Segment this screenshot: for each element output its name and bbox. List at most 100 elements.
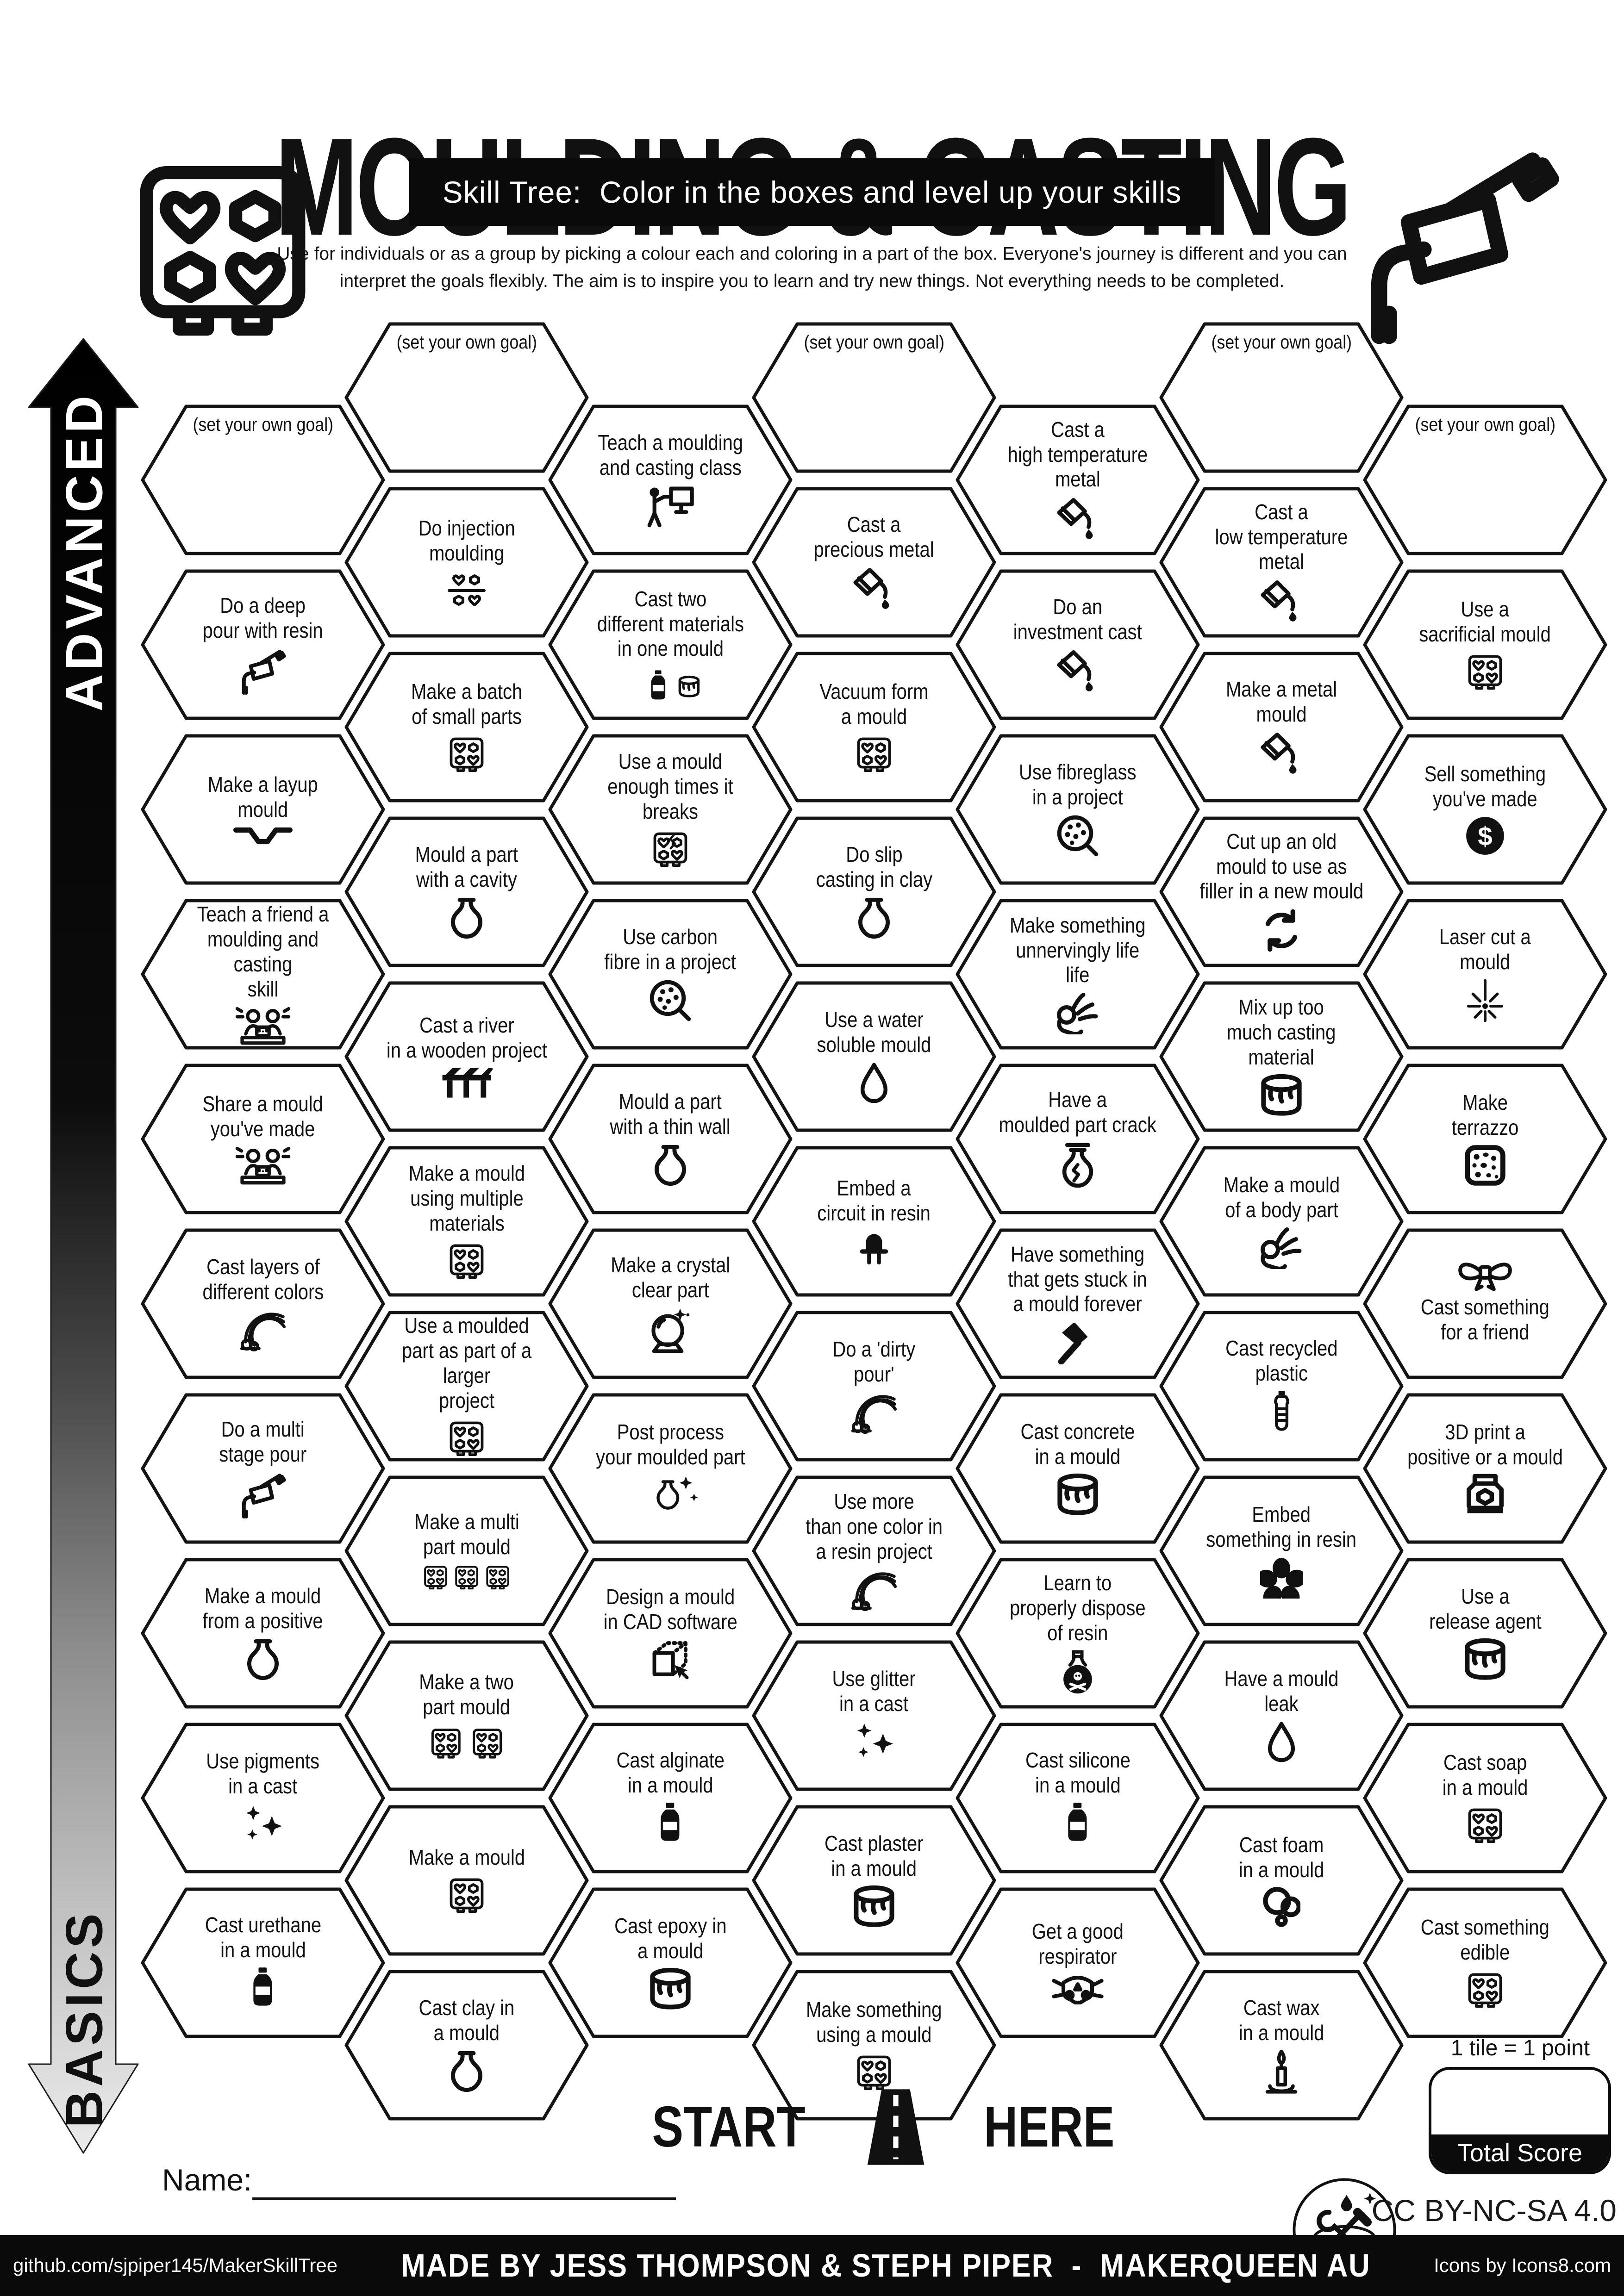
hex-vacuum-form-a-mould[interactable]: Vacuum form a mould: [751, 651, 997, 803]
name-input-line[interactable]: [252, 2197, 676, 2200]
hex-use-pigments-in-a-cast[interactable]: Use pigments in a cast: [140, 1722, 386, 1874]
hex-label: Use glitter in a cast: [832, 1667, 916, 1716]
hex-cut-up-an-old-mould-to-use-as-filler-in-a-new-mo[interactable]: Cut up an old mould to use as filler in …: [1159, 815, 1404, 968]
hex-make-a-mould[interactable]: Make a mould: [344, 1804, 589, 1957]
crucible-pour-icon: [1054, 496, 1102, 541]
hex-label: Cast a precious metal: [813, 512, 935, 561]
hex-make-a-mould-from-a-positive[interactable]: Make a mould from a positive: [140, 1557, 386, 1710]
hex-do-a-multi-stage-pour[interactable]: Do a multi stage pour: [140, 1392, 386, 1545]
hex-3d-print-a-positive-or-a-mould[interactable]: 3D print a positive or a mould: [1362, 1392, 1608, 1545]
hex-make-a-layup-mould[interactable]: Make a layup mould: [140, 733, 386, 886]
hex-cast-clay-in-a-mould[interactable]: Cast clay in a mould: [344, 1969, 589, 2122]
hex-content: Make a mould: [371, 1809, 562, 1951]
hex-content: Share a mould you've made: [167, 1067, 359, 1210]
hex-mould-a-part-with-a-thin-wall[interactable]: Mould a part with a thin wall: [548, 1063, 793, 1215]
hex-make-something-using-a-mould[interactable]: Make something using a mould: [751, 1969, 997, 2122]
rainbow-icon: [850, 1391, 898, 1434]
hex-cast-foam-in-a-mould[interactable]: Cast foam in a mould: [1159, 1804, 1404, 1957]
hex-make-a-crystal-clear-part[interactable]: Make a crystal clear part: [548, 1227, 793, 1380]
hex-cast-a-high-temperature-metal[interactable]: Cast a high temperature metal: [955, 404, 1200, 556]
hex-outline: [1363, 569, 1607, 720]
hex-post-process-your-moulded-part[interactable]: Post process your moulded part: [548, 1392, 793, 1545]
hex-get-a-good-respirator[interactable]: Get a good respirator: [955, 1886, 1200, 2039]
hex-content: Mould a part with a thin wall: [575, 1067, 766, 1210]
hex-learn-to-properly-dispose-of-resin[interactable]: Learn to properly dispose of resin: [955, 1557, 1200, 1710]
hex-cast-plaster-in-a-mould[interactable]: Cast plaster in a mould: [751, 1804, 997, 1957]
hex-set-your-own-goal[interactable]: (set your own goal): [751, 321, 997, 474]
hex-cast-alginate-in-a-mould[interactable]: Cast alginate in a mould: [548, 1722, 793, 1874]
hex-label: Do a multi stage pour: [219, 1417, 307, 1466]
hex-cast-something-for-a-friend[interactable]: Cast something for a friend: [1362, 1227, 1608, 1380]
hex-sell-something-you-ve-made[interactable]: Sell something you've made: [1362, 733, 1608, 886]
hex-do-a-deep-pour-with-resin[interactable]: Do a deep pour with resin: [140, 568, 386, 721]
hex-content: Learn to properly dispose of resin: [982, 1562, 1174, 1704]
hex-use-a-release-agent[interactable]: Use a release agent: [1362, 1557, 1608, 1710]
hex-cast-something-edible[interactable]: Cast something edible: [1362, 1886, 1608, 2039]
hex-set-your-own-goal[interactable]: (set your own goal): [1362, 404, 1608, 556]
hex-outline: [1363, 1228, 1607, 1379]
hex-use-a-mould-enough-times-it-breaks[interactable]: Use a mould enough times it breaks: [548, 733, 793, 886]
hex-mould-a-part-with-a-cavity[interactable]: Mould a part with a cavity: [344, 815, 589, 968]
hex-cast-a-precious-metal[interactable]: Cast a precious metal: [751, 486, 997, 639]
hex-content: Make a crystal clear part: [575, 1232, 766, 1375]
hex-design-a-mould-in-cad-software[interactable]: Design a mould in CAD software: [548, 1557, 793, 1710]
hex-do-an-investment-cast[interactable]: Do an investment cast: [955, 568, 1200, 721]
hex-cast-wax-in-a-mould[interactable]: Cast wax in a mould: [1159, 1969, 1404, 2122]
hex-do-injection-moulding[interactable]: Do injection moulding: [344, 486, 589, 639]
hex-cast-concrete-in-a-mould[interactable]: Cast concrete in a mould: [955, 1392, 1200, 1545]
hex-cast-layers-of-different-colors[interactable]: Cast layers of different colors: [140, 1227, 386, 1380]
hex-embed-something-in-resin[interactable]: Embed something in resin: [1159, 1475, 1404, 1627]
hex-cast-silicone-in-a-mould[interactable]: Cast silicone in a mould: [955, 1722, 1200, 1874]
hex-cast-a-river-in-a-wooden-project[interactable]: Cast a river in a wooden project: [344, 980, 589, 1133]
hex-label: Make a layup mould: [207, 772, 319, 821]
hex-label: Cast urethane in a mould: [205, 1913, 321, 1962]
hex-make-a-mould-of-a-body-part[interactable]: Make a mould of a body part: [1159, 1145, 1404, 1298]
hex-make-a-metal-mould[interactable]: Make a metal mould: [1159, 651, 1404, 803]
hex-use-a-moulded-part-as-part-of-a-larger-project[interactable]: Use a moulded part as part of a larger p…: [344, 1310, 589, 1462]
hex-use-fibreglass-in-a-project[interactable]: Use fibreglass in a project: [955, 733, 1200, 886]
hex-teach-a-moulding-and-casting-class[interactable]: Teach a moulding and casting class: [548, 404, 793, 556]
hex-cast-two-different-materials-in-one-mould[interactable]: Cast two different materials in one moul…: [548, 568, 793, 721]
fibre-magnifier-icon: [1056, 814, 1100, 858]
hex-do-slip-casting-in-clay[interactable]: Do slip casting in clay: [751, 815, 997, 968]
hex-make-a-two-part-mould[interactable]: Make a two part mould: [344, 1639, 589, 1792]
hex-set-your-own-goal[interactable]: (set your own goal): [1159, 321, 1404, 474]
hex-label: Make a mould using multiple materials: [408, 1161, 525, 1235]
hex-have-something-that-gets-stuck-in-a-mould-foreve[interactable]: Have something that gets stuck in a moul…: [955, 1227, 1200, 1380]
hex-make-a-multi-part-mould[interactable]: Make a multi part mould: [344, 1475, 589, 1627]
hex-cast-epoxy-in-a-mould[interactable]: Cast epoxy in a mould: [548, 1886, 793, 2039]
hex-make-something-unnervingly-life-life[interactable]: Make something unnervingly life life: [955, 898, 1200, 1051]
hex-outline: [344, 487, 589, 638]
sparkles-icon: [853, 1720, 895, 1764]
hex-use-carbon-fibre-in-a-project[interactable]: Use carbon fibre in a project: [548, 898, 793, 1051]
hex-cast-urethane-in-a-mould[interactable]: Cast urethane in a mould: [140, 1886, 386, 2039]
hex-content: Do injection moulding: [371, 491, 562, 633]
laser-burst-icon: [1466, 978, 1504, 1023]
hex-make-a-mould-using-multiple-materials[interactable]: Make a mould using multiple materials: [344, 1145, 589, 1298]
hex-have-a-mould-leak[interactable]: Have a mould leak: [1159, 1639, 1404, 1792]
hex-use-a-sacrificial-mould[interactable]: Use a sacrificial mould: [1362, 568, 1608, 721]
hex-have-a-moulded-part-crack[interactable]: Have a moulded part crack: [955, 1063, 1200, 1215]
hex-label: Use pigments in a cast: [206, 1749, 320, 1798]
hex-label: Embed a circuit in resin: [817, 1176, 931, 1225]
hex-use-a-water-soluble-mould[interactable]: Use a water soluble mould: [751, 980, 997, 1133]
hex-use-more-than-one-color-in-a-resin-project[interactable]: Use more than one color in a resin proje…: [751, 1475, 997, 1627]
hex-label: Design a mould in CAD software: [603, 1585, 737, 1634]
hex-cast-soap-in-a-mould[interactable]: Cast soap in a mould: [1362, 1722, 1608, 1874]
hex-use-glitter-in-a-cast[interactable]: Use glitter in a cast: [751, 1639, 997, 1792]
hex-set-your-own-goal[interactable]: (set your own goal): [344, 321, 589, 474]
hex-teach-a-friend-a-moulding-and-casting-skill[interactable]: Teach a friend a moulding and casting sk…: [140, 898, 386, 1051]
hex-cast-recycled-plastic[interactable]: Cast recycled plastic: [1159, 1310, 1404, 1462]
total-score-box[interactable]: Total Score: [1429, 2067, 1611, 2174]
hex-label: (set your own goal): [396, 331, 537, 353]
hex-make-terrazzo[interactable]: Make terrazzo: [1362, 1063, 1608, 1215]
hex-mix-up-too-much-casting-material[interactable]: Mix up too much casting material: [1159, 980, 1404, 1133]
hex-share-a-mould-you-ve-made[interactable]: Share a mould you've made: [140, 1063, 386, 1215]
hex-embed-a-circuit-in-resin[interactable]: Embed a circuit in resin: [751, 1145, 997, 1298]
mould-tray-icon: [444, 733, 489, 774]
hex-make-a-batch-of-small-parts[interactable]: Make a batch of small parts: [344, 651, 589, 803]
hex-set-your-own-goal[interactable]: (set your own goal): [140, 404, 386, 556]
hex-do-a-dirty-pour[interactable]: Do a 'dirty pour': [751, 1310, 997, 1462]
hex-cast-a-low-temperature-metal[interactable]: Cast a low temperature metal: [1159, 486, 1404, 639]
hex-laser-cut-a-mould[interactable]: Laser cut a mould: [1362, 898, 1608, 1051]
